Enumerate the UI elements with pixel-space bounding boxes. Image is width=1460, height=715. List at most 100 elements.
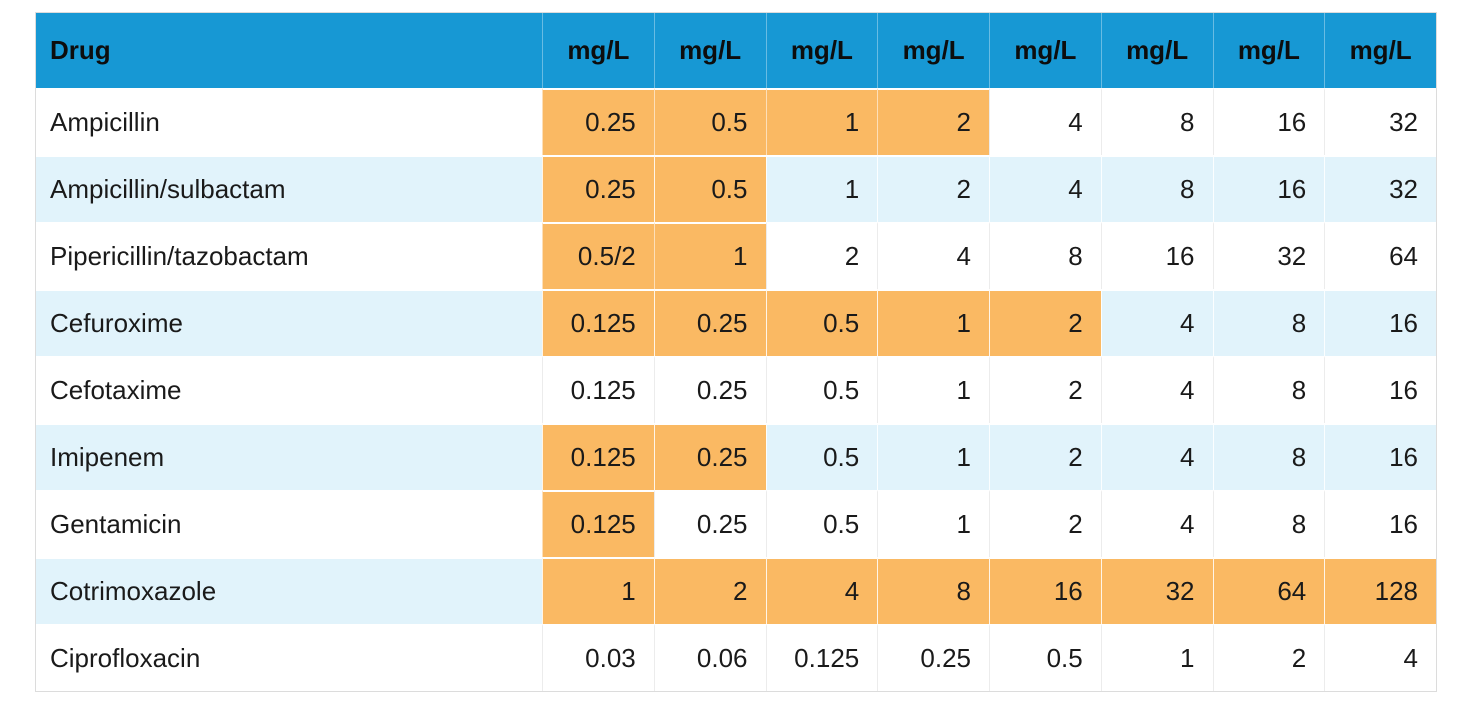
mic-value-cell: 4 [1100, 423, 1213, 490]
mic-value-cell: 1 [877, 423, 989, 490]
mic-value-cell: 8 [1212, 490, 1325, 557]
mic-value-cell: 4 [989, 155, 1101, 222]
mic-value-cell-highlighted: 4 [765, 557, 878, 624]
header-unit-label-7: mg/L [1212, 13, 1325, 88]
header-unit-label-1: mg/L [542, 13, 654, 88]
header-unit-label-5: mg/L [989, 13, 1101, 88]
mic-value-cell: 16 [1324, 289, 1436, 356]
mic-value-cell: 4 [1100, 289, 1213, 356]
header-unit-label-8: mg/L [1324, 13, 1436, 88]
mic-value-cell: 2 [765, 222, 878, 289]
mic-value-cell: 8 [1100, 88, 1213, 155]
mic-value-cell: 4 [877, 222, 989, 289]
mic-value-cell: 1 [877, 490, 989, 557]
mic-value-cell-highlighted: 2 [877, 88, 989, 155]
mic-value-cell-highlighted: 0.25 [653, 423, 766, 490]
drug-name-cell: Ampicillin [36, 88, 542, 155]
mic-value-cell: 0.5 [765, 356, 878, 423]
table-row: Pipericillin/tazobactam 0.5/2 1 2 4 8 16 32 64 [36, 222, 1436, 289]
mic-value-cell: 16 [1324, 356, 1436, 423]
mic-value-cell: 2 [989, 490, 1101, 557]
header-unit-label-4: mg/L [877, 13, 989, 88]
drug-name-cell: Ciprofloxacin [36, 624, 542, 691]
mic-value-cell: 0.125 [542, 356, 654, 423]
mic-value-cell-highlighted: 0.5/2 [542, 222, 654, 289]
table-body: Ampicillin 0.25 0.5 1 2 4 8 16 32 Ampicillin/sulb… [36, 88, 1436, 691]
mic-value-cell: 16 [1212, 155, 1325, 222]
table-row: Imipenem 0.125 0.25 0.5 1 2 4 8 16 [36, 423, 1436, 490]
mic-value-cell: 4 [1100, 490, 1213, 557]
mic-value-cell: 0.25 [877, 624, 989, 691]
drug-name-cell: Pipericillin/tazobactam [36, 222, 542, 289]
header-unit-label-6: mg/L [1100, 13, 1213, 88]
mic-value-cell-highlighted: 32 [1100, 557, 1213, 624]
mic-value-cell: 0.25 [653, 356, 766, 423]
drug-name-cell: Imipenem [36, 423, 542, 490]
mic-dilution-table: Drug mg/L mg/L mg/L mg/L mg/L mg/L mg/L mg/L Am… [36, 13, 1436, 691]
mic-value-cell: 8 [1212, 423, 1325, 490]
table-row: Ampicillin/sulbactam 0.25 0.5 1 2 4 8 16 32 [36, 155, 1436, 222]
mic-value-cell-highlighted: 0.5 [653, 88, 766, 155]
mic-value-cell-highlighted: 1 [765, 88, 878, 155]
mic-value-cell: 4 [989, 88, 1101, 155]
table-row: Ciprofloxacin 0.03 0.06 0.125 0.25 0.5 1 2 4 [36, 624, 1436, 691]
mic-value-cell-highlighted: 1 [877, 289, 989, 356]
mic-value-cell: 0.5 [765, 423, 878, 490]
drug-name-cell: Cotrimoxazole [36, 557, 542, 624]
drug-name-cell: Gentamicin [36, 490, 542, 557]
mic-value-cell: 0.5 [765, 490, 878, 557]
mic-value-cell-highlighted: 0.5 [765, 289, 878, 356]
mic-value-cell: 0.25 [653, 490, 766, 557]
mic-value-cell: 32 [1324, 88, 1436, 155]
mic-value-cell-highlighted: 0.125 [542, 490, 654, 557]
mic-value-cell: 8 [989, 222, 1101, 289]
mic-value-cell-highlighted: 8 [877, 557, 989, 624]
drug-name-cell: Ampicillin/sulbactam [36, 155, 542, 222]
mic-value-cell: 16 [1100, 222, 1213, 289]
table-row: Cefotaxime 0.125 0.25 0.5 1 2 4 8 16 [36, 356, 1436, 423]
mic-value-cell-highlighted: 0.25 [542, 88, 654, 155]
mic-value-cell: 16 [1324, 490, 1436, 557]
mic-value-cell-highlighted: 0.5 [653, 155, 766, 222]
mic-value-cell-highlighted: 0.25 [542, 155, 654, 222]
mic-value-cell: 64 [1324, 222, 1436, 289]
mic-value-cell-highlighted: 16 [989, 557, 1101, 624]
table-header: Drug mg/L mg/L mg/L mg/L mg/L mg/L mg/L mg/L [36, 13, 1436, 88]
table-row: Gentamicin 0.125 0.25 0.5 1 2 4 8 16 [36, 490, 1436, 557]
mic-value-cell-highlighted: 64 [1212, 557, 1325, 624]
table-row: Cotrimoxazole 1 2 4 8 16 32 64 128 [36, 557, 1436, 624]
mic-value-cell: 0.5 [989, 624, 1101, 691]
mic-value-cell: 8 [1212, 356, 1325, 423]
mic-value-cell: 2 [1212, 624, 1325, 691]
mic-value-cell-highlighted: 0.125 [542, 423, 654, 490]
header-unit-label-3: mg/L [765, 13, 878, 88]
mic-value-cell: 0.03 [542, 624, 654, 691]
mic-table-container: Drug mg/L mg/L mg/L mg/L mg/L mg/L mg/L mg/L Am… [35, 12, 1437, 692]
mic-value-cell: 0.125 [765, 624, 878, 691]
mic-value-cell: 1 [877, 356, 989, 423]
mic-value-cell: 2 [877, 155, 989, 222]
mic-value-cell: 4 [1324, 624, 1436, 691]
mic-value-cell-highlighted: 2 [989, 289, 1101, 356]
header-drug-label: Drug [36, 13, 542, 88]
header-row: Drug mg/L mg/L mg/L mg/L mg/L mg/L mg/L mg/L [36, 13, 1436, 88]
mic-value-cell: 4 [1100, 356, 1213, 423]
mic-value-cell: 8 [1100, 155, 1213, 222]
mic-value-cell-highlighted: 0.125 [542, 289, 654, 356]
mic-value-cell: 16 [1324, 423, 1436, 490]
mic-value-cell: 0.06 [653, 624, 766, 691]
mic-value-cell-highlighted: 1 [542, 557, 654, 624]
header-unit-label-2: mg/L [653, 13, 766, 88]
mic-value-cell: 1 [1100, 624, 1213, 691]
mic-value-cell: 2 [989, 356, 1101, 423]
mic-value-cell: 8 [1212, 289, 1325, 356]
mic-value-cell: 32 [1212, 222, 1325, 289]
drug-name-cell: Cefuroxime [36, 289, 542, 356]
mic-value-cell: 16 [1212, 88, 1325, 155]
mic-value-cell-highlighted: 2 [653, 557, 766, 624]
mic-value-cell: 1 [765, 155, 878, 222]
mic-value-cell: 32 [1324, 155, 1436, 222]
table-row: Ampicillin 0.25 0.5 1 2 4 8 16 32 [36, 88, 1436, 155]
mic-value-cell-highlighted: 1 [653, 222, 766, 289]
page: Drug mg/L mg/L mg/L mg/L mg/L mg/L mg/L mg/L Am… [35, 12, 1437, 692]
